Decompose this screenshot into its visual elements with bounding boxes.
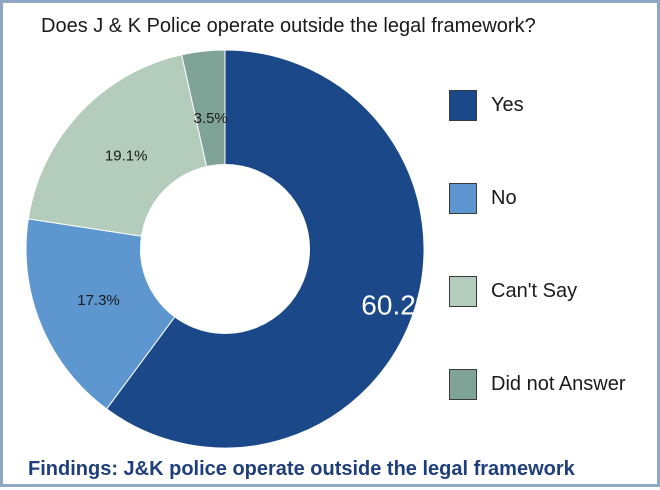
- legend-label-no: No: [491, 186, 517, 209]
- donut-hole: [140, 164, 310, 334]
- legend-label-cant-say: Can't Say: [491, 279, 578, 302]
- legend-item-cant-say: Can't Say: [449, 275, 626, 307]
- slice-label-did-not-answer: 3.5%: [194, 110, 228, 127]
- findings-footer: Findings: J&K police operate outside the…: [28, 458, 575, 480]
- slice-label-yes: 60.2%: [361, 289, 440, 320]
- legend-swatch-no: [449, 182, 477, 214]
- legend-label-did-not-answer: Did not Answer: [491, 372, 626, 395]
- legend-item-yes: Yes: [449, 89, 626, 121]
- legend-label-yes: Yes: [491, 93, 524, 116]
- slice-label-cant-say: 19.1%: [105, 148, 148, 165]
- legend-item-no: No: [449, 182, 626, 214]
- donut-chart: 60.2% 17.3% 19.1% 3.5%: [25, 49, 441, 449]
- legend-item-did-not-answer: Did not Answer: [449, 368, 626, 400]
- slice-label-no: 17.3%: [77, 292, 120, 309]
- chart-title: Does J & K Police operate outside the le…: [41, 15, 536, 37]
- legend-swatch-did-not-answer: [449, 368, 477, 400]
- legend-swatch-yes: [449, 89, 477, 121]
- legend: Yes No Can't Say Did not Answer: [449, 89, 626, 400]
- legend-swatch-cant-say: [449, 275, 477, 307]
